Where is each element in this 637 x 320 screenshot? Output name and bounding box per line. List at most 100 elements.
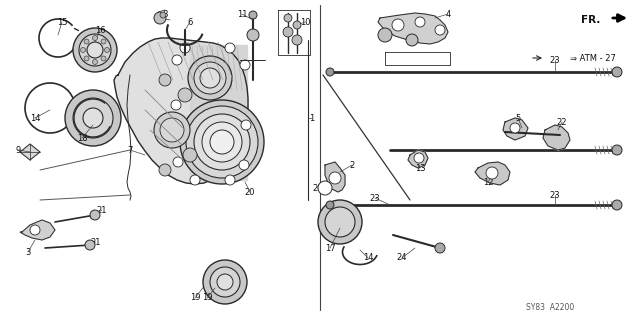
Circle shape bbox=[435, 25, 445, 35]
Text: 11: 11 bbox=[237, 10, 247, 19]
Text: ⇒ ATM - 27: ⇒ ATM - 27 bbox=[570, 53, 616, 62]
Text: 18: 18 bbox=[76, 133, 87, 142]
Circle shape bbox=[101, 39, 106, 44]
Text: 3: 3 bbox=[25, 247, 31, 257]
Circle shape bbox=[241, 120, 251, 130]
Circle shape bbox=[284, 14, 292, 22]
Text: 7: 7 bbox=[127, 146, 132, 155]
Text: 19: 19 bbox=[202, 293, 212, 302]
Circle shape bbox=[92, 36, 97, 41]
Circle shape bbox=[173, 157, 183, 167]
Circle shape bbox=[85, 240, 95, 250]
Polygon shape bbox=[408, 150, 428, 168]
Polygon shape bbox=[543, 125, 570, 150]
Circle shape bbox=[186, 106, 258, 178]
Polygon shape bbox=[325, 162, 345, 192]
Text: 23: 23 bbox=[369, 194, 380, 203]
Text: 10: 10 bbox=[300, 18, 310, 27]
Circle shape bbox=[171, 100, 181, 110]
Text: 24: 24 bbox=[397, 253, 407, 262]
Text: SY83  A2200: SY83 A2200 bbox=[526, 303, 574, 313]
Circle shape bbox=[225, 43, 235, 53]
Circle shape bbox=[178, 88, 192, 102]
Circle shape bbox=[180, 100, 264, 184]
Circle shape bbox=[326, 68, 334, 76]
Circle shape bbox=[210, 267, 240, 297]
Circle shape bbox=[510, 123, 520, 133]
Circle shape bbox=[217, 274, 233, 290]
Circle shape bbox=[210, 130, 234, 154]
Circle shape bbox=[239, 160, 249, 170]
Circle shape bbox=[160, 118, 184, 142]
Text: 16: 16 bbox=[95, 26, 105, 35]
Circle shape bbox=[486, 167, 498, 179]
Circle shape bbox=[326, 201, 334, 209]
Circle shape bbox=[225, 175, 235, 185]
Circle shape bbox=[160, 12, 166, 18]
Circle shape bbox=[83, 108, 103, 128]
Circle shape bbox=[194, 114, 250, 170]
Polygon shape bbox=[114, 38, 248, 184]
Circle shape bbox=[194, 62, 226, 94]
Text: 14: 14 bbox=[30, 114, 40, 123]
Circle shape bbox=[87, 42, 103, 58]
Circle shape bbox=[202, 122, 242, 162]
Circle shape bbox=[318, 200, 362, 244]
Circle shape bbox=[73, 28, 117, 72]
Circle shape bbox=[180, 43, 190, 53]
Circle shape bbox=[249, 11, 257, 19]
Text: 14: 14 bbox=[362, 253, 373, 262]
Text: 23: 23 bbox=[550, 55, 561, 65]
Circle shape bbox=[154, 12, 166, 24]
Polygon shape bbox=[378, 13, 448, 44]
Circle shape bbox=[325, 207, 355, 237]
Circle shape bbox=[414, 153, 424, 163]
Circle shape bbox=[406, 34, 418, 46]
Text: 4: 4 bbox=[445, 10, 450, 19]
Circle shape bbox=[247, 29, 259, 41]
Text: 13: 13 bbox=[415, 164, 426, 172]
Circle shape bbox=[101, 56, 106, 61]
Circle shape bbox=[240, 60, 250, 70]
Text: 19: 19 bbox=[190, 293, 200, 302]
Text: 2: 2 bbox=[349, 161, 355, 170]
Text: 23: 23 bbox=[550, 190, 561, 199]
Circle shape bbox=[292, 35, 302, 45]
Text: 8: 8 bbox=[162, 10, 168, 19]
Circle shape bbox=[188, 56, 232, 100]
Circle shape bbox=[104, 47, 110, 52]
Text: 9: 9 bbox=[15, 146, 20, 155]
Text: 6: 6 bbox=[187, 18, 192, 27]
Circle shape bbox=[159, 164, 171, 176]
Circle shape bbox=[159, 74, 171, 86]
Polygon shape bbox=[190, 45, 247, 180]
Text: 15: 15 bbox=[57, 18, 68, 27]
Circle shape bbox=[79, 34, 111, 66]
Circle shape bbox=[30, 225, 40, 235]
Circle shape bbox=[612, 67, 622, 77]
Text: 20: 20 bbox=[245, 188, 255, 196]
Circle shape bbox=[190, 175, 200, 185]
Polygon shape bbox=[20, 144, 40, 160]
Polygon shape bbox=[20, 220, 55, 240]
Circle shape bbox=[203, 260, 247, 304]
Circle shape bbox=[293, 21, 301, 29]
Text: 21: 21 bbox=[97, 205, 107, 214]
Circle shape bbox=[183, 148, 197, 162]
Circle shape bbox=[392, 19, 404, 31]
Text: 22: 22 bbox=[557, 117, 568, 126]
Circle shape bbox=[200, 68, 220, 88]
Polygon shape bbox=[475, 162, 510, 185]
Circle shape bbox=[435, 243, 445, 253]
Circle shape bbox=[172, 55, 182, 65]
Circle shape bbox=[329, 172, 341, 184]
Circle shape bbox=[612, 200, 622, 210]
Polygon shape bbox=[503, 118, 528, 140]
Circle shape bbox=[92, 60, 97, 65]
Circle shape bbox=[90, 210, 100, 220]
Circle shape bbox=[65, 90, 121, 146]
Circle shape bbox=[84, 39, 89, 44]
Circle shape bbox=[378, 28, 392, 42]
Text: 17: 17 bbox=[325, 244, 335, 252]
Circle shape bbox=[80, 47, 85, 52]
